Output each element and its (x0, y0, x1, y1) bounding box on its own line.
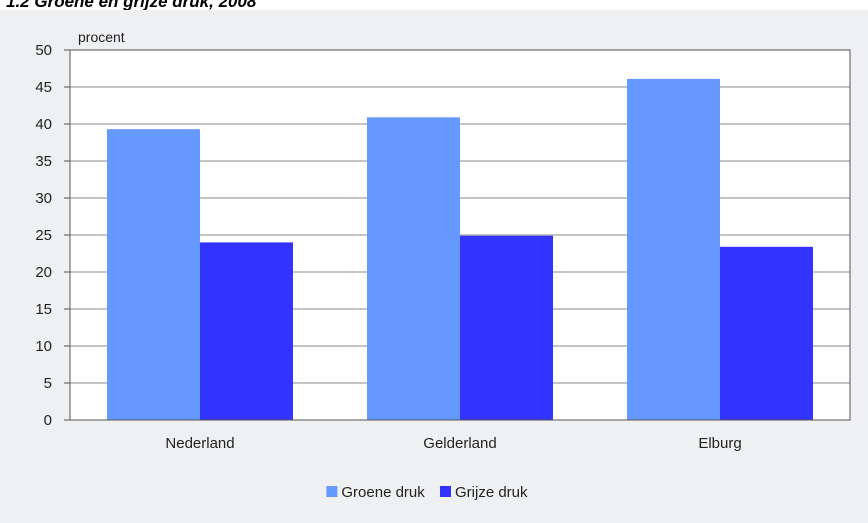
legend: Groene druk Grijze druk (326, 484, 528, 501)
y-tick-label: 5 (44, 375, 52, 392)
legend-label: Groene druk (341, 484, 425, 501)
bar-grijze-druk (200, 242, 293, 420)
bar-chart: 0 5 10 15 20 25 30 35 40 45 50 Nederland Gelderland… (35, 29, 851, 501)
bar-groene-druk (367, 117, 460, 420)
bar-groene-druk (627, 78, 720, 421)
y-tick-label: 15 (35, 301, 52, 318)
legend-swatch (326, 486, 338, 497)
legend-swatch (440, 486, 451, 497)
bar-grijze-druk (460, 235, 553, 420)
bars (107, 78, 813, 421)
x-tick-label: Elburg (698, 435, 741, 452)
y-tick-label: 35 (35, 153, 52, 170)
y-tick-label: 20 (35, 264, 52, 281)
y-axis-unit-label: procent (78, 29, 125, 45)
y-tick-label: 30 (35, 190, 52, 207)
y-tick-label: 0 (44, 412, 52, 429)
x-axis: Nederland Gelderland Elburg (165, 435, 741, 452)
x-tick-label: Gelderland (423, 435, 496, 452)
y-tick-label: 40 (35, 116, 52, 133)
legend-label: Grijze druk (455, 484, 528, 501)
y-tick-label: 25 (35, 227, 52, 244)
bar-grijze-druk (720, 246, 813, 420)
y-tick-label: 10 (35, 338, 52, 355)
y-tick-label: 50 (35, 42, 52, 59)
chart-area: 0 5 10 15 20 25 30 35 40 45 50 Nederland Gelderland… (0, 10, 868, 523)
x-tick-label: Nederland (165, 435, 234, 452)
y-axis: 0 5 10 15 20 25 30 35 40 45 50 (35, 42, 70, 429)
y-tick-label: 45 (35, 79, 52, 96)
chart-title: 1.2 Groene en grijze druk, 2008 (6, 0, 257, 11)
bar-groene-druk (107, 129, 200, 420)
